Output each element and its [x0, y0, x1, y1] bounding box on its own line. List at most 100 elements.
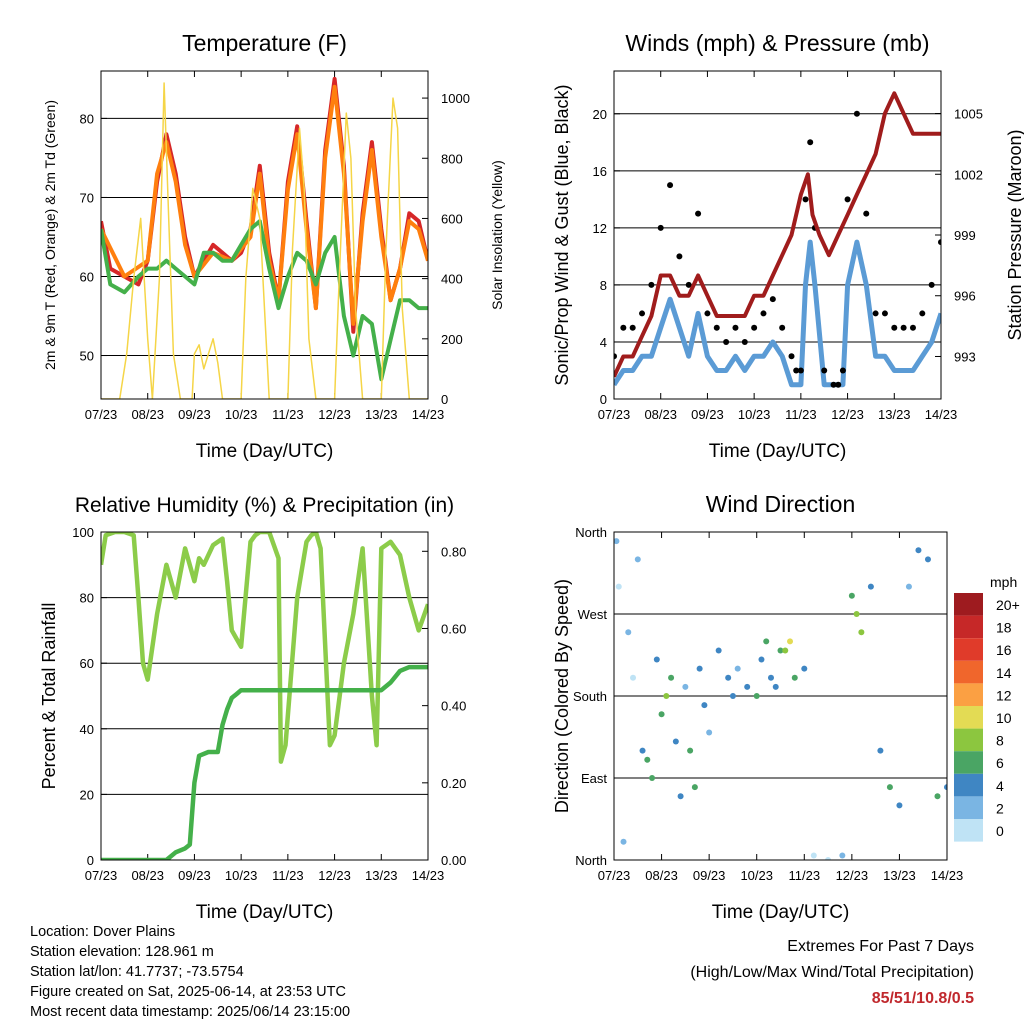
- x-tick-label-3: 10/23: [740, 868, 773, 883]
- x-tick-label-3: 08/23: [645, 868, 678, 883]
- direction-point: [777, 647, 784, 654]
- legend-swatch: [954, 728, 983, 752]
- direction-point: [634, 556, 641, 563]
- wind-gust-point: [793, 367, 800, 374]
- direction-point: [934, 793, 941, 800]
- y-tick-label-2: 0: [87, 853, 94, 868]
- wind-gust-point: [844, 196, 851, 203]
- direction-point: [801, 665, 808, 672]
- direction-point: [668, 674, 675, 681]
- legend-label: 16: [996, 642, 1012, 658]
- y-right-tick-label-0: 1000: [441, 91, 470, 106]
- y-tick-label-1: 12: [593, 221, 607, 236]
- direction-point: [658, 711, 665, 718]
- x-tick-label-3: 14/23: [931, 868, 964, 883]
- direction-point: [753, 693, 760, 699]
- x-axis-label-0: Time (Day/UTC): [196, 441, 334, 462]
- wind-gust-point: [741, 338, 748, 345]
- y-axis-right-label-0: Solar Insolation (Yellow): [489, 160, 505, 310]
- direction-point: [763, 638, 770, 645]
- direction-point: [672, 738, 679, 745]
- x-tick-label-1: 10/23: [738, 407, 771, 422]
- legend-label: 0: [996, 823, 1004, 839]
- x-tick-label-3: 12/23: [836, 868, 869, 883]
- x-axis-label-3: Time (Day/UTC): [712, 902, 850, 923]
- y-tick-label-3: North: [575, 853, 607, 868]
- wind-gust-point: [667, 182, 674, 189]
- direction-point: [825, 857, 832, 860]
- direction-point: [639, 747, 646, 754]
- direction-point: [867, 583, 874, 590]
- legend-swatch: [954, 683, 983, 706]
- x-tick-label-2: 11/23: [272, 868, 304, 883]
- x-tick-label-0: 12/23: [318, 407, 351, 422]
- x-tick-label-2: 13/23: [365, 868, 398, 883]
- legend-label: 2: [996, 800, 1004, 816]
- direction-point: [691, 784, 698, 791]
- y-axis-label-1: Sonic/Prop Wind & Gust (Blue, Black): [552, 84, 572, 385]
- legend-label: 14: [996, 665, 1012, 681]
- x-tick-label-0: 11/23: [272, 407, 304, 422]
- direction-point: [682, 683, 689, 690]
- x-tick-label-0: 09/23: [178, 407, 211, 422]
- x-tick-label-3: 13/23: [883, 868, 916, 883]
- y-tick-label-1: 16: [593, 164, 607, 179]
- wind-gust-point: [732, 324, 739, 331]
- x-tick-label-2: 14/23: [412, 868, 445, 883]
- wind-gust-point: [657, 224, 664, 231]
- figure-created: Figure created on Sat, 2025-06-14, at 23…: [30, 984, 346, 1000]
- direction-point: [615, 583, 622, 590]
- y-tick-label-0: 70: [80, 190, 94, 205]
- direction-point: [853, 611, 860, 617]
- chart-title-1: Winds (mph) & Pressure (mb): [625, 30, 929, 56]
- direction-point: [944, 784, 947, 791]
- wind-gust-point: [639, 310, 646, 317]
- y-tick-label-2: 40: [80, 722, 94, 737]
- x-tick-label-2: 10/23: [225, 868, 258, 883]
- y-axis-label-0: 2m & 9m T (Red, Orange) & 2m Td (Green): [42, 100, 58, 370]
- wind-gust-point: [863, 210, 870, 217]
- plot-frame-2: [100, 531, 429, 861]
- direction-point: [767, 674, 774, 681]
- direction-point: [677, 793, 684, 800]
- direction-point: [905, 583, 912, 590]
- y-right-tick-label-2: 0.60: [441, 621, 466, 636]
- x-tick-label-3: 07/23: [598, 868, 631, 883]
- direction-point: [924, 556, 931, 563]
- y-tick-label-2: 60: [80, 656, 94, 671]
- x-tick-label-3: 09/23: [693, 868, 726, 883]
- direction-point: [915, 547, 922, 554]
- station-info: Location: Dover Plains Station elevation…: [30, 922, 350, 1022]
- wind-gust-point: [853, 110, 860, 117]
- plot-area-0: [101, 76, 428, 399]
- y-right-tick-label-0: 800: [441, 151, 463, 166]
- direction-point: [858, 629, 865, 636]
- wind-speed-line: [614, 239, 941, 388]
- direction-point: [696, 665, 703, 672]
- legend-label: 12: [996, 687, 1012, 703]
- direction-point: [782, 647, 789, 654]
- y-tick-label-0: 80: [80, 111, 94, 126]
- direction-point: [725, 674, 732, 681]
- plot-area-2: [101, 532, 428, 860]
- legend-swatch: [954, 796, 983, 819]
- wind-gust-point: [779, 324, 786, 331]
- wind-gust-point: [788, 353, 795, 360]
- plot-frame-0: [100, 70, 429, 400]
- direction-point: [758, 656, 765, 663]
- wind-gust-point: [821, 367, 828, 374]
- plot-area-1: [614, 91, 941, 388]
- wind-gust-point: [872, 310, 879, 317]
- direction-point: [706, 729, 713, 736]
- y-tick-label-2: 80: [80, 591, 94, 606]
- wind-gust-point: [769, 296, 776, 303]
- direction-point: [625, 629, 632, 636]
- wind-gust-point: [919, 310, 926, 317]
- series-line-0-3: [101, 82, 428, 399]
- direction-point: [744, 683, 751, 690]
- extremes-subtitle: (High/Low/Max Wind/Total Precipitation): [690, 964, 974, 981]
- x-tick-label-0: 14/23: [412, 407, 445, 422]
- x-tick-label-2: 08/23: [131, 868, 164, 883]
- y-tick-label-3: South: [573, 689, 607, 704]
- x-axis-label-1: Time (Day/UTC): [709, 441, 847, 462]
